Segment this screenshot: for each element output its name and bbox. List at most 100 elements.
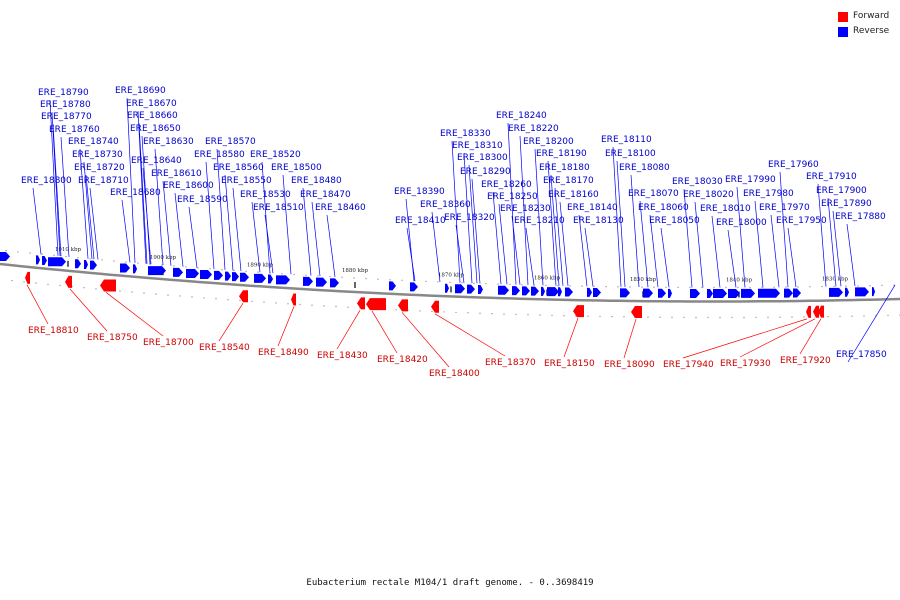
reverse-callout-line (584, 227, 594, 287)
reverse-gene-arrow (214, 270, 223, 280)
reverse-callout-line (547, 160, 557, 286)
track-dot (677, 286, 679, 289)
reverse-gene-label: ERE_18200 (523, 137, 574, 147)
reverse-gene-label: ERE_17850 (836, 350, 887, 360)
reverse-gene-arrow (200, 270, 212, 280)
forward-gene-label: ERE_18810 (28, 326, 79, 336)
reverse-gene-arrow (330, 278, 339, 288)
track-dot (227, 299, 229, 301)
reverse-callout-line (224, 174, 234, 271)
track-dot (653, 286, 655, 288)
track-dot (353, 277, 355, 279)
track-dot (35, 282, 37, 284)
track-dot (515, 313, 517, 316)
track-dot (299, 303, 301, 306)
reverse-gene-arrow (643, 288, 653, 298)
track-dot (401, 279, 403, 281)
reverse-callout-line (559, 201, 569, 286)
reverse-callout-line (251, 201, 261, 273)
forward-gene-arrow (239, 290, 248, 303)
track-dot (335, 305, 337, 308)
track-dot (593, 285, 595, 288)
forward-callout-line (799, 318, 822, 355)
reverse-callout-line (138, 122, 148, 264)
track-dot (527, 314, 529, 316)
reverse-gene-label: ERE_18460 (315, 203, 366, 213)
reverse-gene-arrow (620, 288, 630, 298)
reverse-gene-label: ERE_18610 (151, 169, 202, 179)
reverse-callout-line (405, 198, 415, 281)
reverse-gene-arrow (784, 288, 793, 298)
reverse-callout-line (216, 148, 226, 270)
tick-label: 1870 kbp (438, 272, 465, 278)
track-dot (803, 316, 805, 318)
reverse-callout-line (519, 135, 529, 285)
reverse-callout-line (630, 174, 640, 288)
track-dot (773, 286, 775, 288)
reverse-callout-line (827, 197, 837, 287)
track-dot (365, 277, 367, 280)
reverse-gene-label: ERE_18690 (115, 86, 166, 96)
track-dot (437, 281, 439, 283)
track-dot (125, 261, 127, 263)
track-dot (785, 286, 787, 288)
reverse-callout-line (649, 214, 659, 288)
track-dot (749, 286, 751, 289)
reverse-gene-label: ERE_18210 (514, 216, 565, 226)
reverse-gene-arrow (512, 286, 520, 296)
reverse-gene-label: ERE_18760 (49, 125, 100, 135)
track-dot (737, 286, 739, 289)
reverse-gene-arrow (522, 286, 530, 296)
track-dot (89, 258, 91, 260)
track-dot (305, 274, 307, 276)
reverse-gene-label: ERE_17950 (776, 216, 827, 226)
reverse-gene-label: ERE_18530 (240, 190, 291, 200)
reverse-gene-label: ERE_17970 (759, 203, 810, 213)
reverse-gene-label: ERE_18730 (72, 150, 123, 160)
track-dot (719, 316, 721, 319)
reverse-gene-arrow (48, 257, 66, 267)
track-dot (731, 316, 733, 319)
reverse-callout-line (550, 174, 560, 286)
reverse-gene-arrow (467, 284, 475, 294)
track-dot (137, 262, 139, 264)
forward-callout-line (623, 318, 637, 359)
track-dot (155, 293, 157, 295)
track-dot (173, 265, 175, 267)
reverse-callout-line (83, 161, 93, 260)
reverse-gene-arrow (268, 274, 273, 284)
track-dot (347, 306, 349, 308)
reverse-gene-arrow (133, 264, 137, 274)
track-dot (569, 285, 571, 287)
reverse-callout-line (89, 187, 99, 260)
track-dot (443, 311, 445, 313)
reverse-gene-label: ERE_18220 (508, 124, 559, 134)
track-dot (797, 286, 799, 288)
reverse-callout-line (616, 160, 626, 287)
reverse-gene-arrow (120, 263, 130, 273)
forward-gene-label: ERE_18700 (143, 338, 194, 348)
legend-forward: Forward (838, 9, 889, 24)
track-dot (551, 314, 553, 317)
track-dot (317, 275, 319, 277)
reverse-callout-line (326, 214, 336, 277)
track-dot (755, 316, 757, 319)
forward-gene-arrow (100, 279, 116, 292)
reverse-gene-arrow (276, 275, 290, 285)
track-dot (341, 276, 343, 278)
forward-gene-label: ERE_17940 (663, 360, 714, 370)
reverse-callout-line (52, 123, 62, 257)
reverse-gene-label: ERE_18660 (127, 111, 178, 121)
track-dot (647, 316, 649, 318)
track-dot (491, 313, 493, 315)
track-dot (167, 294, 169, 296)
reverse-callout-line (406, 227, 416, 281)
reverse-callout-line (282, 174, 292, 275)
forward-callout-line (26, 284, 49, 325)
reverse-callout-line (162, 180, 172, 266)
reverse-callout-line (736, 186, 746, 288)
reverse-gene-arrow (232, 272, 239, 282)
forward-gene-label: ERE_18400 (429, 369, 480, 379)
reverse-gene-label: ERE_18010 (700, 204, 751, 214)
reverse-gene-label: ERE_18020 (683, 190, 734, 200)
